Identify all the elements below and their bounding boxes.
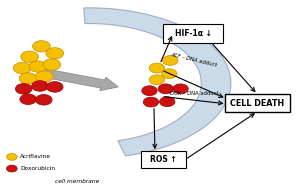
- Circle shape: [143, 97, 159, 107]
- Text: Doxorubicin: Doxorubicin: [20, 166, 55, 171]
- Circle shape: [29, 61, 47, 72]
- Circle shape: [162, 69, 177, 79]
- PathPatch shape: [84, 8, 231, 156]
- Circle shape: [46, 48, 64, 59]
- FancyArrow shape: [41, 69, 118, 91]
- Text: CELL DEATH: CELL DEATH: [230, 98, 285, 108]
- Circle shape: [160, 97, 175, 107]
- Circle shape: [15, 84, 32, 94]
- Circle shape: [173, 84, 188, 94]
- Text: ACF – DNA adduct: ACF – DNA adduct: [170, 53, 218, 68]
- Text: cell membrane: cell membrane: [55, 179, 99, 184]
- Circle shape: [149, 75, 165, 85]
- Circle shape: [7, 165, 17, 172]
- Circle shape: [20, 94, 36, 105]
- Circle shape: [36, 94, 52, 105]
- Circle shape: [46, 82, 63, 92]
- Circle shape: [149, 63, 165, 73]
- Circle shape: [13, 62, 31, 74]
- Circle shape: [21, 51, 38, 62]
- Circle shape: [43, 59, 61, 70]
- FancyBboxPatch shape: [141, 151, 186, 168]
- Text: Acriflavine: Acriflavine: [20, 154, 51, 159]
- Circle shape: [32, 81, 48, 91]
- Circle shape: [36, 71, 53, 82]
- FancyBboxPatch shape: [163, 24, 223, 43]
- Text: DOX – DNA adduct: DOX – DNA adduct: [170, 91, 218, 96]
- Circle shape: [142, 86, 157, 96]
- Circle shape: [19, 73, 37, 84]
- FancyBboxPatch shape: [225, 94, 290, 112]
- Text: HIF-1α ↓: HIF-1α ↓: [175, 29, 212, 38]
- Circle shape: [7, 153, 17, 160]
- Circle shape: [163, 56, 178, 65]
- Text: ROS ↑: ROS ↑: [150, 155, 177, 164]
- Circle shape: [158, 84, 173, 94]
- Circle shape: [33, 41, 50, 52]
